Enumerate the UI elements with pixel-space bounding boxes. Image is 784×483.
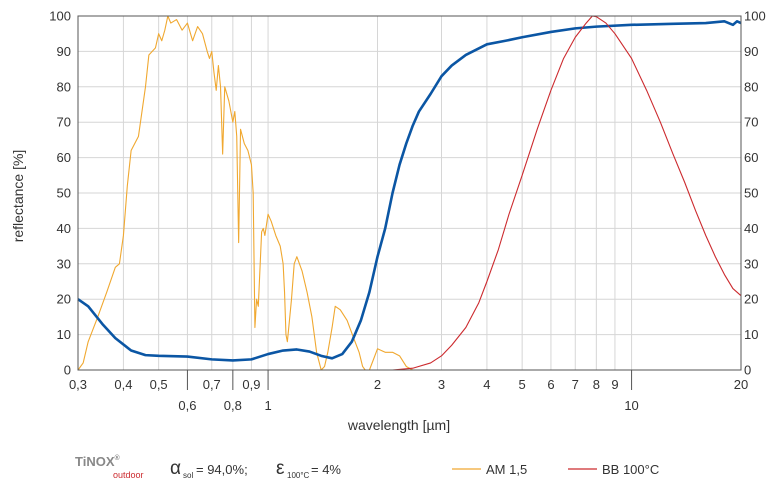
gridlines bbox=[78, 16, 741, 370]
y-tick-label-right: 60 bbox=[744, 150, 758, 165]
y-tick-label-left: 30 bbox=[57, 256, 71, 271]
x-tick-label: 0,3 bbox=[69, 377, 87, 392]
x-tick-label: 7 bbox=[572, 377, 579, 392]
series-line-2 bbox=[377, 15, 742, 371]
alpha-symbol: α bbox=[170, 458, 181, 479]
y-tick-label-right: 70 bbox=[744, 115, 758, 130]
brand-logo: TiNOX® bbox=[75, 454, 121, 469]
y-tick-label-left: 50 bbox=[57, 186, 71, 201]
alpha-subscript: sol bbox=[183, 471, 193, 480]
legend-label-bb100: BB 100°C bbox=[602, 462, 659, 477]
x-tick-label: 0,9 bbox=[242, 377, 260, 392]
x-tick-label-lower: 0,8 bbox=[224, 398, 242, 413]
y-tick-label-right: 90 bbox=[744, 44, 758, 59]
series-line-0 bbox=[77, 15, 413, 371]
y-tick-label-left: 80 bbox=[57, 79, 71, 94]
y-tick-label-right: 0 bbox=[744, 363, 751, 378]
y-tick-label-left: 20 bbox=[57, 292, 71, 307]
y-tick-label-left: 90 bbox=[57, 44, 71, 59]
y-tick-label-left: 70 bbox=[57, 115, 71, 130]
y-tick-label-left: 40 bbox=[57, 221, 71, 236]
epsilon-subscript: 100°C bbox=[287, 471, 310, 480]
y-tick-label-right: 80 bbox=[744, 79, 758, 94]
x-tick-label-lower: 1 bbox=[264, 398, 271, 413]
y-axis-title: reflectance [%] bbox=[10, 150, 26, 243]
y-tick-label-right: 10 bbox=[744, 327, 758, 342]
x-tick-label: 20 bbox=[734, 377, 748, 392]
x-tick-label: 0,4 bbox=[114, 377, 132, 392]
x-tick-label-lower: 0,6 bbox=[178, 398, 196, 413]
epsilon-symbol: ε bbox=[276, 458, 285, 479]
x-tick-label: 4 bbox=[483, 377, 490, 392]
x-tick-label: 9 bbox=[611, 377, 618, 392]
plot-frame bbox=[77, 15, 742, 371]
x-tick-label-lower: 10 bbox=[624, 398, 638, 413]
x-tick-label: 8 bbox=[593, 377, 600, 392]
brand-sub: outdoor bbox=[113, 470, 144, 480]
y-tick-label-left: 60 bbox=[57, 150, 71, 165]
x-tick-label: 5 bbox=[519, 377, 526, 392]
epsilon-value: = 4% bbox=[311, 462, 341, 477]
y-tick-label-right: 100 bbox=[744, 9, 766, 24]
series-line-1 bbox=[77, 20, 742, 362]
y-tick-label-right: 50 bbox=[744, 186, 758, 201]
y-tick-label-left: 0 bbox=[64, 363, 71, 378]
legend: TiNOX® outdoor α sol = 94,0%; ε 100°C = … bbox=[75, 454, 659, 480]
alpha-value: = 94,0%; bbox=[196, 462, 248, 477]
x-tick-label: 3 bbox=[438, 377, 445, 392]
x-tick-label: 0,5 bbox=[150, 377, 168, 392]
y-tick-label-left: 100 bbox=[49, 9, 71, 24]
x-tick-label: 6 bbox=[547, 377, 554, 392]
y-tick-label-right: 20 bbox=[744, 292, 758, 307]
series-lines bbox=[77, 15, 742, 371]
legend-label-am15: AM 1,5 bbox=[486, 462, 527, 477]
y-tick-label-left: 10 bbox=[57, 327, 71, 342]
y-tick-label-right: 40 bbox=[744, 221, 758, 236]
x-tick-label: 0,7 bbox=[203, 377, 221, 392]
y-tick-label-right: 30 bbox=[744, 256, 758, 271]
x-axis-title: wavelength [µm] bbox=[347, 417, 450, 433]
x-tick-label: 2 bbox=[374, 377, 381, 392]
